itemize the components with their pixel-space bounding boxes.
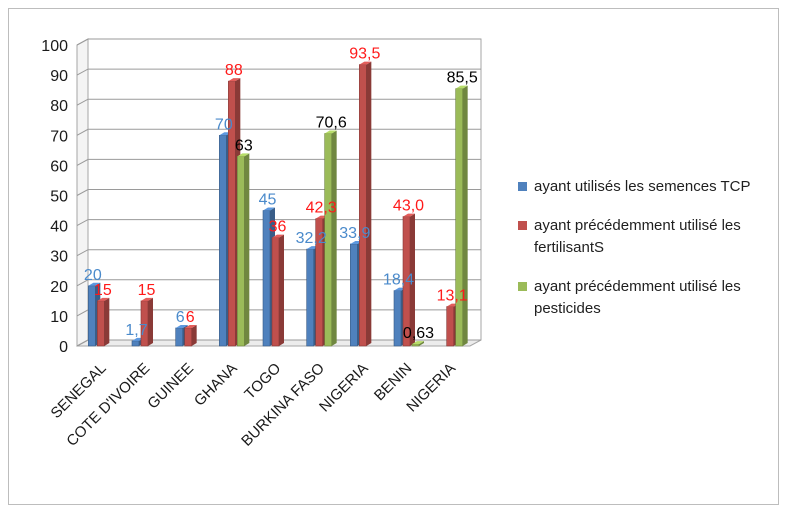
gridline: [76, 38, 481, 46]
data-label: 15: [94, 282, 112, 299]
bar-top: [272, 234, 284, 238]
legend-swatch-seeds: [518, 182, 527, 191]
bar: [446, 306, 454, 347]
data-label: 63: [235, 137, 253, 154]
y-tick-label: 40: [50, 219, 68, 236]
bar: [455, 88, 463, 347]
bar-top: [324, 130, 337, 134]
category-label: COTE D'IVOIRE: [63, 360, 153, 450]
legend-item-seeds: ayant utilisés les semences TCP: [518, 176, 783, 198]
bar: [131, 340, 140, 347]
category-label: NIGERIA: [403, 360, 459, 416]
y-tick-label: 80: [50, 98, 68, 115]
data-label: 0,63: [403, 325, 434, 342]
legend-item-fertilizers: ayant précédemment utilisé les fertilisa…: [518, 215, 783, 259]
category-label: TOGO: [241, 360, 284, 403]
bar-side: [331, 130, 337, 346]
gridline: [76, 279, 481, 287]
bar-top: [175, 324, 188, 328]
y-tick-label: 20: [50, 279, 68, 296]
data-label: 18,4: [383, 272, 414, 289]
data-label: 45: [259, 192, 277, 209]
bar-side: [279, 234, 284, 346]
data-label: 42,3: [306, 200, 337, 217]
bar-side: [104, 297, 110, 346]
gridline: [76, 158, 481, 166]
data-label: 93,5: [349, 46, 380, 63]
y-tick-label: 0: [59, 339, 68, 356]
data-label: 88: [225, 62, 243, 79]
y-tick-label: 60: [50, 158, 68, 175]
bar-top: [359, 61, 372, 65]
category-label: GUINEE: [144, 360, 197, 413]
category-label: GHANA: [191, 360, 241, 410]
bar-top: [412, 341, 424, 345]
bar-side: [244, 153, 250, 346]
gridline: [76, 219, 481, 227]
bar-top: [88, 282, 101, 286]
y-tick-label: 100: [41, 38, 68, 55]
bar-side: [419, 341, 424, 346]
data-label: 70: [215, 116, 233, 133]
data-label: 43,0: [393, 198, 424, 215]
bar: [237, 156, 245, 347]
bar: [175, 327, 183, 347]
bar-top: [455, 85, 468, 89]
bar-side: [410, 213, 415, 346]
bar-top: [141, 297, 153, 301]
data-label: 70,6: [316, 114, 347, 131]
legend: ayant utilisés les semences TCP ayant pr…: [518, 176, 783, 337]
bar: [411, 343, 420, 347]
data-label: 32,2: [296, 230, 327, 247]
bar-top: [184, 324, 197, 328]
y-tick-label: 90: [50, 68, 68, 85]
bar-top: [263, 207, 275, 211]
legend-label-fertilizers: ayant précédemment utilisé les fertilisa…: [534, 217, 741, 256]
data-label: 6: [176, 309, 185, 326]
bar: [271, 237, 280, 347]
data-label: 15: [138, 282, 156, 299]
legend-swatch-pesticides: [518, 282, 527, 291]
legend-label-pesticides: ayant précédemment utilisé les pesticide…: [534, 278, 741, 317]
bar-top: [228, 78, 241, 82]
legend-label-seeds: ayant utilisés les semences TCP: [534, 178, 751, 195]
gridline: [76, 98, 481, 106]
y-tick-label: 30: [50, 249, 68, 266]
gridline: [76, 68, 481, 76]
bar: [306, 248, 314, 347]
bar: [97, 300, 105, 347]
gridline: [76, 309, 481, 317]
y-tick-label: 50: [50, 189, 68, 206]
bar-top: [403, 213, 415, 217]
bar-top: [237, 153, 250, 157]
y-tick-label: 70: [50, 128, 68, 145]
gridline: [76, 249, 481, 257]
data-label: 1,7: [125, 322, 147, 339]
bar-side: [366, 61, 372, 346]
bar: [393, 290, 402, 347]
y-tick-label: 10: [50, 309, 68, 326]
bar-top: [97, 297, 110, 301]
gridline: [76, 339, 481, 347]
bar-side: [462, 85, 468, 347]
legend-swatch-fertilizers: [518, 221, 527, 230]
category-label: BURKINA FASO: [238, 360, 328, 450]
legend-item-pesticides: ayant précédemment utilisé les pesticide…: [518, 276, 783, 320]
bar: [184, 327, 192, 347]
bar-side: [148, 297, 153, 346]
data-label: 20: [84, 267, 102, 284]
gridline: [76, 128, 481, 136]
bar-side: [191, 324, 197, 346]
data-label: 85,5: [447, 70, 478, 87]
bar: [219, 135, 227, 347]
bar: [350, 243, 358, 347]
category-label: NIGERIA: [316, 360, 372, 416]
gridline: [76, 189, 481, 196]
data-label: 33,9: [339, 225, 370, 242]
data-label: 13,1: [437, 288, 468, 305]
data-label: 36: [269, 219, 287, 236]
data-label: 6: [186, 309, 195, 326]
bar: [359, 64, 367, 347]
